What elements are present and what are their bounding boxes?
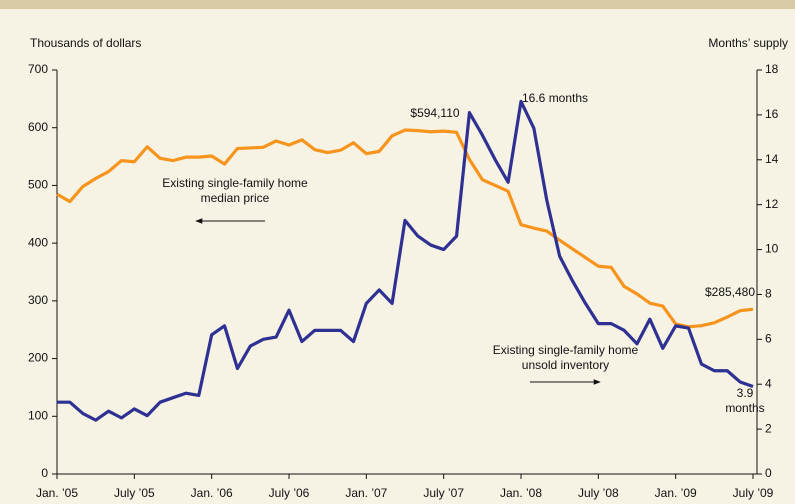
value-label: 16.6 months (522, 91, 589, 105)
x-tick-label: Jan. ’08 (500, 486, 542, 500)
series-label: Existing single-family home median price (162, 176, 308, 205)
y2-tick-label: 16 (765, 107, 779, 121)
y-tick-label: 400 (28, 235, 48, 249)
value-label: 3.9 months (725, 386, 765, 415)
y2-tick-label: 6 (765, 332, 772, 346)
y2-axis-title: Months’ supply (708, 36, 788, 50)
y2-tick-label: 14 (765, 152, 779, 166)
x-tick-label: July ’06 (269, 486, 310, 500)
y-axis-title: Thousands of dollars (30, 36, 141, 50)
y2-tick-label: 18 (765, 62, 779, 76)
y2-tick-label: 12 (765, 197, 779, 211)
y2-tick-label: 0 (765, 466, 772, 480)
x-tick-label: July ’09 (733, 486, 774, 500)
x-tick-label: Jan. ’06 (191, 486, 233, 500)
y-tick-label: 700 (28, 62, 48, 76)
value-label: $285,480 (704, 285, 756, 299)
x-tick-label: July ’05 (114, 486, 155, 500)
y-tick-label: 0 (41, 466, 48, 480)
y-tick-label: 600 (28, 120, 48, 134)
y2-tick-label: 10 (765, 242, 779, 256)
y-tick-label: 100 (28, 408, 48, 422)
series-line (56, 128, 754, 329)
series-line (57, 99, 754, 422)
y-tick-label: 200 (28, 351, 48, 365)
y-tick-label: 500 (28, 178, 48, 192)
x-tick-label: Jan. ’05 (36, 486, 78, 500)
y2-tick-label: 2 (765, 421, 772, 435)
y-tick-label: 300 (28, 293, 48, 307)
series-label: Existing single-family home unsold inven… (492, 343, 639, 372)
x-tick-label: July ’08 (578, 486, 619, 500)
x-tick-label: Jan. ’07 (345, 486, 387, 500)
top-band (0, 0, 795, 9)
y2-tick-label: 4 (765, 376, 772, 390)
value-label: $594,110 (410, 106, 460, 120)
x-tick-label: Jan. ’09 (655, 486, 697, 500)
x-tick-label: July ’07 (423, 486, 464, 500)
y2-tick-label: 8 (765, 287, 772, 301)
